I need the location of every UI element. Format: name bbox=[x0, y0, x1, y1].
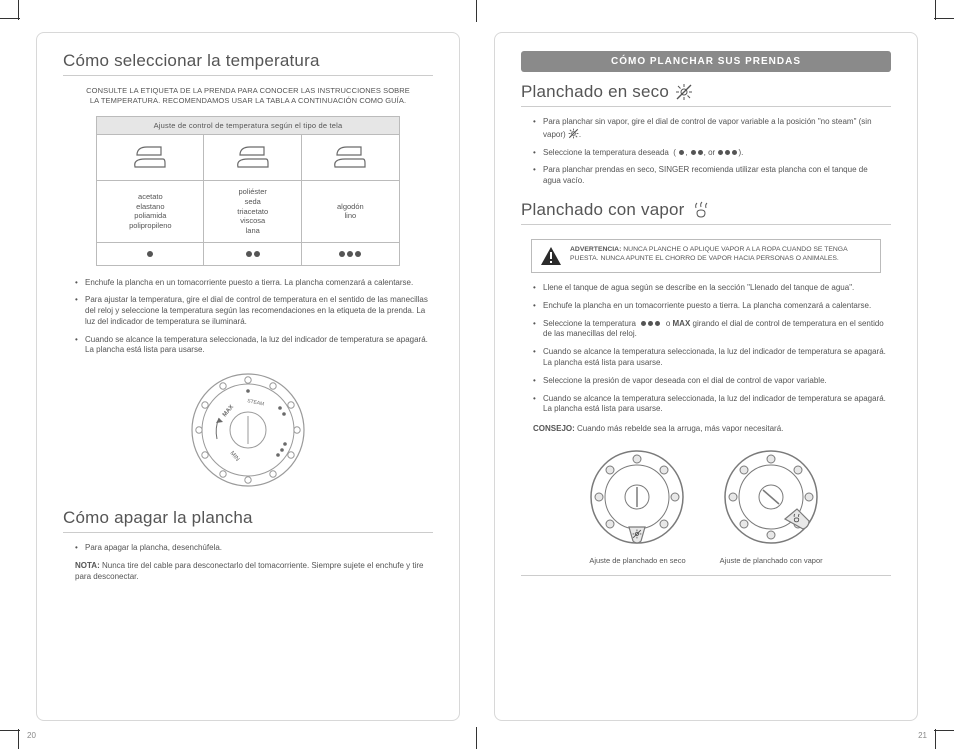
steam-iron-list: Llene el tanque de agua según se describ… bbox=[521, 283, 891, 422]
dots-3 bbox=[302, 242, 400, 265]
dots-1 bbox=[97, 242, 204, 265]
steam-setting-dial-icon bbox=[723, 449, 819, 545]
list-item: Para planchar sin vapor, gire el dial de… bbox=[533, 117, 887, 141]
warning-box: ADVERTENCIA: NUNCA PLANCHE O APLIQUE VAP… bbox=[531, 239, 881, 273]
dial-caption-steam: Ajuste de planchado con vapor bbox=[720, 556, 823, 565]
page-spread: Cómo seleccionar la temperatura CONSULTE… bbox=[0, 0, 954, 749]
fabric-col-2: poliéstersedatriacetatoviscosalana bbox=[204, 181, 302, 243]
list-item: Para apagar la plancha, desenchúfela. bbox=[75, 543, 429, 554]
turnoff-list: Para apagar la plancha, desenchúfela. bbox=[63, 543, 433, 561]
list-item: Seleccione la temperatura o MAX girando … bbox=[533, 319, 887, 341]
fabric-col-1: acetatoelastanopoliamidapolipropileno bbox=[97, 181, 204, 243]
heading-turn-off: Cómo apagar la plancha bbox=[63, 508, 433, 528]
fabric-temperature-table: Ajuste de control de temperatura según e… bbox=[96, 116, 399, 265]
no-steam-sun-icon bbox=[675, 83, 693, 101]
warning-icon bbox=[540, 246, 562, 266]
list-item: Para ajustar la temperatura, gire el dia… bbox=[75, 295, 429, 327]
list-item: Enchufe la plancha en un tomacorriente p… bbox=[75, 278, 429, 289]
right-page: CÓMO PLANCHAR SUS PRENDAS Planchado en s… bbox=[494, 32, 918, 721]
iron-low-icon bbox=[131, 141, 169, 171]
page-number: 21 bbox=[918, 731, 927, 740]
tip-text: CONSEJO: Cuando más rebelde sea la arrug… bbox=[521, 424, 891, 435]
list-item: Cuando se alcance la temperatura selecci… bbox=[75, 335, 429, 357]
list-item: Cuando se alcance la temperatura selecci… bbox=[533, 347, 887, 369]
svg-text:STEAM: STEAM bbox=[247, 398, 265, 407]
heading-steam-ironing: Planchado con vapor bbox=[521, 200, 685, 220]
intro-text: CONSULTE LA ETIQUETA DE LA PRENDA PARA C… bbox=[63, 86, 433, 106]
dry-iron-list: Para planchar sin vapor, gire el dial de… bbox=[521, 117, 891, 194]
iron-high-icon bbox=[331, 141, 369, 171]
heading-select-temp: Cómo seleccionar la temperatura bbox=[63, 51, 433, 71]
iron-icon-cell-3 bbox=[302, 135, 400, 181]
list-item: Seleccione la temperatura deseada ( , , … bbox=[533, 148, 887, 159]
note-text: NOTA: Nunca tire del cable para desconec… bbox=[63, 561, 433, 583]
dial-setting-diagrams: Ajuste de planchado en seco bbox=[521, 449, 891, 565]
dots-2 bbox=[204, 242, 302, 265]
page-number: 20 bbox=[27, 731, 36, 740]
temperature-dial-diagram: MIN MAX STEAM bbox=[63, 371, 433, 494]
temp-instructions-list: Enchufe la plancha en un tomacorriente p… bbox=[63, 278, 433, 364]
steam-icon bbox=[691, 201, 711, 219]
dry-setting-dial-icon bbox=[589, 449, 685, 545]
iron-icon-cell-1 bbox=[97, 135, 204, 181]
iron-icon-cell-2 bbox=[204, 135, 302, 181]
list-item: Cuando se alcance la temperatura selecci… bbox=[533, 394, 887, 416]
svg-text:MAX: MAX bbox=[222, 404, 235, 418]
iron-med-icon bbox=[234, 141, 272, 171]
left-page: Cómo seleccionar la temperatura CONSULTE… bbox=[36, 32, 460, 721]
dial-caption-dry: Ajuste de planchado en seco bbox=[589, 556, 685, 565]
list-item: Seleccione la presión de vapor deseada c… bbox=[533, 376, 887, 387]
list-item: Enchufe la plancha en un tomacorriente p… bbox=[533, 301, 887, 312]
list-item: Llene el tanque de agua según se describ… bbox=[533, 283, 887, 294]
no-steam-sun-icon bbox=[568, 128, 579, 139]
fabric-col-3: algodónlino bbox=[302, 181, 400, 243]
table-header: Ajuste de control de temperatura según e… bbox=[97, 117, 399, 135]
heading-dry-ironing: Planchado en seco bbox=[521, 82, 669, 102]
list-item: Para planchar prendas en seco, SINGER re… bbox=[533, 165, 887, 187]
svg-text:MIN: MIN bbox=[228, 451, 240, 463]
section-banner: CÓMO PLANCHAR SUS PRENDAS bbox=[521, 51, 891, 72]
